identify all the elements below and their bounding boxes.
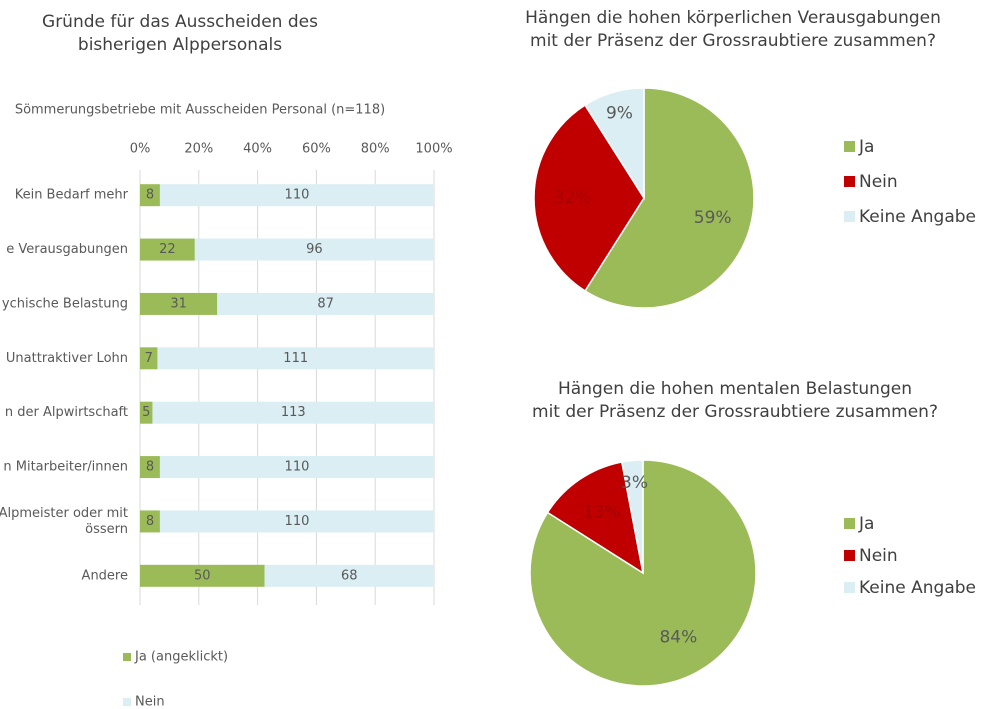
legend-swatch (844, 518, 855, 529)
x-tick-label: 40% (243, 142, 272, 157)
pie-slice (620, 459, 644, 574)
pie-slice (584, 87, 645, 201)
legend-swatch (844, 211, 855, 222)
y-tick-label: Unattraktiver Lohn (6, 351, 128, 366)
bar-segment (159, 456, 435, 479)
y-tick-label: össern (85, 522, 128, 537)
bar-segment (264, 564, 434, 587)
data-label: 22 (159, 242, 176, 257)
x-tick-label: 80% (361, 142, 390, 157)
bar-segment (140, 292, 218, 315)
x-tick-label: 60% (302, 142, 331, 157)
chart-title: mit der Präsenz der Grossraubtiere zusam… (532, 402, 938, 422)
legend-label: Nein (135, 695, 165, 709)
bar-segment (194, 238, 434, 261)
data-label: 110 (285, 514, 310, 529)
data-label: 8 (146, 188, 154, 203)
data-label: 31 (170, 296, 187, 311)
y-tick-label: ychische Belastung (2, 296, 128, 311)
data-label: 7 (145, 351, 153, 366)
legend-label: Nein (859, 546, 898, 566)
data-label: 59% (694, 208, 732, 228)
bar-segment (140, 401, 153, 424)
legend-swatch (844, 550, 855, 561)
chart-title: Hängen die hohen mentalen Belastungen (558, 379, 912, 399)
legend-swatch (123, 653, 131, 661)
chart-title: mit der Präsenz der Grossraubtiere zusam… (530, 31, 936, 51)
legend-swatch (844, 141, 855, 152)
pie-slice (546, 461, 645, 575)
bar-segment (152, 401, 434, 424)
bar-segment (140, 184, 160, 207)
data-label: 9% (606, 103, 633, 123)
y-tick-label: n Mitarbeiter/innen (3, 460, 128, 475)
legend-label: Ja (858, 514, 874, 534)
data-label: 113 (281, 405, 306, 420)
chart-title: Hängen die hohen körperlichen Verausgabu… (525, 8, 941, 28)
x-tick-label: 20% (184, 142, 213, 157)
bar-segment (140, 347, 158, 370)
pie-slice (533, 104, 645, 292)
x-tick-label: 0% (130, 142, 151, 157)
data-label: 8 (146, 514, 154, 529)
data-label: 13% (583, 502, 621, 522)
pie-slice (584, 87, 755, 309)
y-tick-label: Alpmeister oder mit (0, 506, 128, 521)
bar-segment (159, 510, 435, 533)
data-label: 32% (554, 188, 592, 208)
y-tick-label: Andere (82, 568, 128, 583)
data-label: 87 (317, 296, 334, 311)
y-tick-label: e Verausgabungen (6, 242, 128, 257)
chart-title: bisherigen Alppersonals (78, 35, 282, 55)
y-tick-label: Kein Bedarf mehr (15, 188, 129, 203)
legend-swatch (844, 582, 855, 593)
bar-segment (159, 184, 435, 207)
data-label: 68 (341, 568, 358, 583)
data-label: 5 (142, 405, 150, 420)
data-label: 111 (283, 351, 308, 366)
data-label: 96 (306, 242, 323, 257)
legend-label: Nein (859, 172, 898, 192)
bar-segment (140, 456, 160, 479)
legend-swatch (844, 176, 855, 187)
data-label: 110 (285, 460, 310, 475)
data-label: 50 (194, 568, 211, 583)
bar-segment (140, 564, 265, 587)
legend-swatch (123, 698, 131, 706)
legend-label: Keine Angabe (859, 207, 976, 227)
legend-label: Ja (angeklickt) (134, 650, 228, 665)
data-label: 3% (621, 473, 648, 493)
bar-segment (217, 292, 434, 315)
legend-label: Keine Angabe (859, 578, 976, 598)
bar-segment (157, 347, 434, 370)
data-label: 8 (146, 460, 154, 475)
data-label: 110 (285, 188, 310, 203)
y-tick-label: n der Alpwirtschaft (5, 405, 128, 420)
chart-title: Gründe für das Ausscheiden des (42, 12, 318, 32)
bar-segment (140, 510, 160, 533)
legend-label: Ja (858, 137, 874, 157)
x-tick-label: 100% (415, 142, 452, 157)
chart-subtitle: Sömmerungsbetriebe mit Ausscheiden Perso… (15, 103, 385, 118)
data-label: 84% (659, 627, 697, 647)
bar-segment (140, 238, 195, 261)
